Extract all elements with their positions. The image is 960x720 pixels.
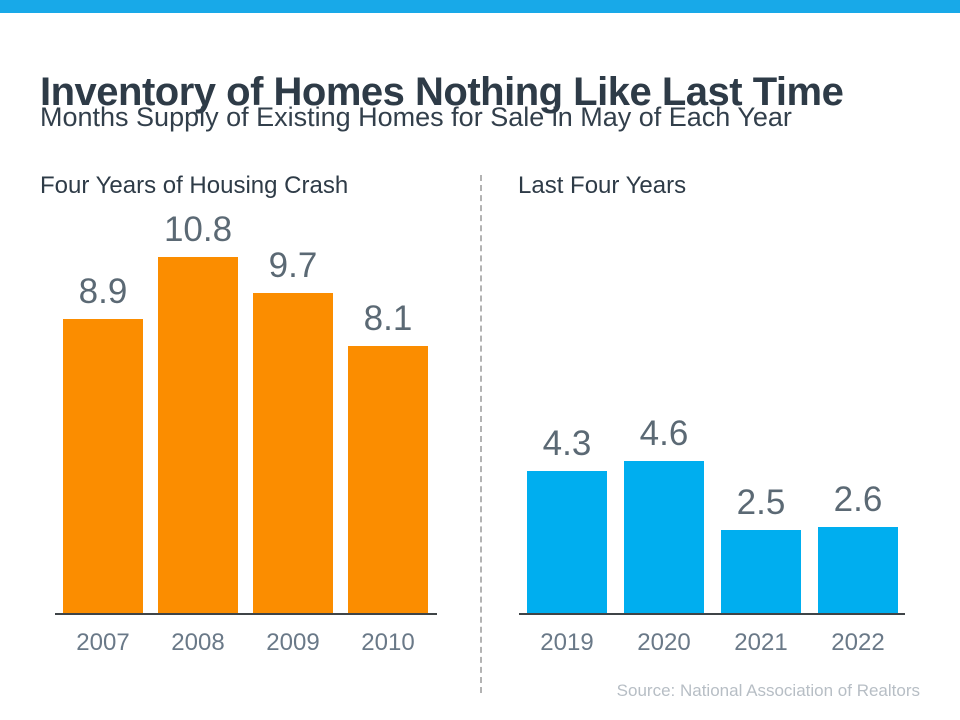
- source-attribution: Source: National Association of Realtors: [616, 681, 920, 700]
- bar-value-label: 4.3: [542, 424, 592, 463]
- x-axis-labels: 2007 2008 2009 2010: [55, 629, 437, 656]
- bar: [253, 293, 333, 613]
- bar-value-label: 9.7: [268, 246, 318, 285]
- x-axis-tick-label: 2007: [76, 629, 130, 656]
- bar: [348, 346, 428, 613]
- bar: [721, 530, 801, 613]
- bar: [624, 461, 704, 613]
- bar-group: 4.6: [624, 416, 704, 613]
- bar: [527, 471, 607, 613]
- bar-group: 8.1: [348, 301, 428, 613]
- dashed-divider-line: [480, 175, 482, 693]
- bar-value-label: 10.8: [163, 210, 233, 249]
- bar: [158, 257, 238, 613]
- bar-value-label: 8.9: [78, 272, 128, 311]
- x-axis-line: [55, 613, 437, 615]
- bars-area: 4.3 4.6 2.5 2.6: [519, 203, 905, 613]
- bar-value-label: 2.6: [833, 480, 883, 519]
- bar-chart-housing-crash: 8.9 10.8 9.7 8.1 2007 2008 2009 2010: [55, 203, 437, 656]
- page-subtitle: Months Supply of Existing Homes for Sale…: [40, 102, 792, 132]
- bar: [63, 319, 143, 613]
- bar-group: 9.7: [253, 248, 333, 613]
- x-axis-labels: 2019 2020 2021 2022: [519, 629, 905, 656]
- bar-group: 2.6: [818, 482, 898, 613]
- bar-group: 10.8: [158, 212, 238, 613]
- x-axis-line: [519, 613, 905, 615]
- bar-value-label: 8.1: [363, 299, 413, 338]
- chart-left-section-label: Four Years of Housing Crash: [40, 172, 349, 199]
- bar-value-label: 2.5: [736, 483, 786, 522]
- x-axis-tick-label: 2010: [361, 629, 415, 656]
- x-axis-tick-label: 2019: [540, 629, 594, 656]
- bar-group: 4.3: [527, 426, 607, 613]
- top-accent-bar: [0, 0, 960, 13]
- bars-area: 8.9 10.8 9.7 8.1: [55, 203, 437, 613]
- bar: [818, 527, 898, 613]
- chart-right-section-label: Last Four Years: [518, 172, 687, 199]
- bar-group: 8.9: [63, 274, 143, 613]
- x-axis-tick-label: 2022: [831, 629, 885, 656]
- bar-chart-last-four-years: 4.3 4.6 2.5 2.6 2019 2020 2021 2022: [519, 203, 905, 656]
- x-axis-tick-label: 2009: [266, 629, 320, 656]
- page-title: Inventory of Homes Nothing Like Last Tim…: [40, 69, 844, 114]
- x-axis-tick-label: 2021: [734, 629, 788, 656]
- bar-value-label: 4.6: [639, 414, 689, 453]
- bar-group: 2.5: [721, 485, 801, 613]
- x-axis-tick-label: 2008: [171, 629, 225, 656]
- x-axis-tick-label: 2020: [637, 629, 691, 656]
